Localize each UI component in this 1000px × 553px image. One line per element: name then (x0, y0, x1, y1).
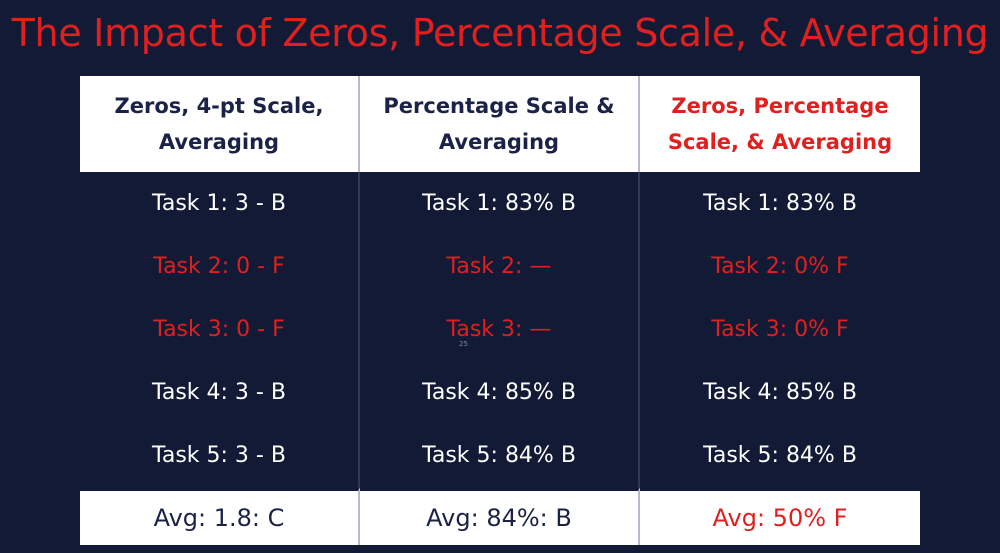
table-cell: Task 3: 0 - F (80, 298, 360, 361)
table-cell: Task 5: 84% B (640, 424, 920, 487)
table-cell: Task 4: 3 - B (80, 361, 360, 424)
header-line: Zeros, 4-pt Scale, (114, 94, 324, 118)
table-cell: Task 4: 85% B (360, 361, 640, 424)
header-line: Averaging (158, 130, 280, 154)
table-cell: Task 1: 83% B (640, 172, 920, 235)
table-cell: Task 2: — (360, 235, 640, 298)
header-line: Averaging (438, 130, 560, 154)
grading-comparison-table: Zeros, 4-pt Scale, Averaging Percentage … (80, 76, 920, 545)
table-cell: Task 4: 85% B (640, 361, 920, 424)
header-line: Scale, & Averaging (667, 130, 893, 154)
slide-title: The Impact of Zeros, Percentage Scale, &… (11, 11, 989, 55)
table-cell: Task 2: 0% F (640, 235, 920, 298)
page-number: 25 (459, 340, 468, 348)
table-cell: Task 5: 84% B (360, 424, 640, 487)
average-cell: Avg: 1.8: C (80, 487, 360, 545)
table-cell: Task 3: — (360, 298, 640, 361)
column-header-percentage: Percentage Scale & Averaging (360, 76, 640, 172)
table-cell: Task 2: 0 - F (80, 235, 360, 298)
table-cell: Task 3: 0% F (640, 298, 920, 361)
table-cell: Task 1: 83% B (360, 172, 640, 235)
table-cell: Task 5: 3 - B (80, 424, 360, 487)
average-cell: Avg: 50% F (640, 487, 920, 545)
header-line: Zeros, Percentage (671, 94, 889, 118)
column-header-zeros-percentage: Zeros, Percentage Scale, & Averaging (640, 76, 920, 172)
column-header-zeros-4pt: Zeros, 4-pt Scale, Averaging (80, 76, 360, 172)
table-cell: Task 1: 3 - B (80, 172, 360, 235)
average-cell: Avg: 84%: B (360, 487, 640, 545)
header-line: Percentage Scale & (383, 94, 615, 118)
